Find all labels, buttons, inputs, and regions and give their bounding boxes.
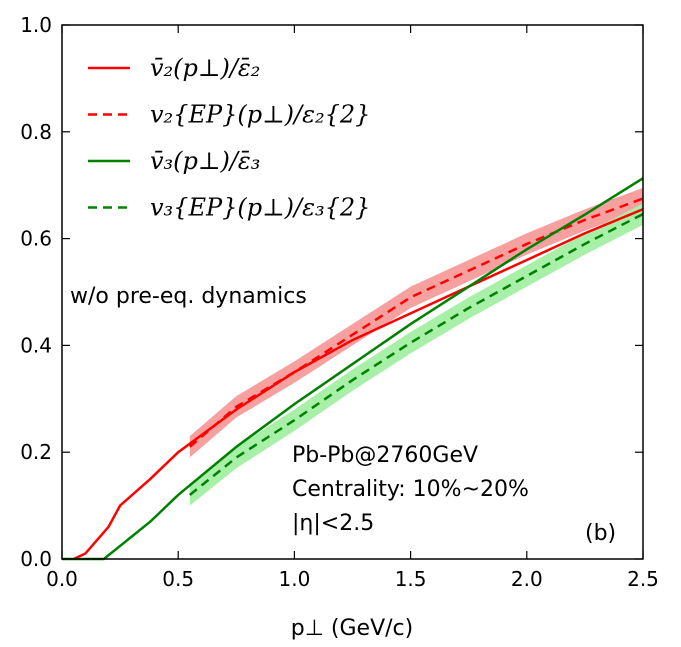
x-tick-label: 2.0 bbox=[511, 567, 543, 591]
y-tick-label: 0.0 bbox=[20, 547, 52, 571]
x-tick-label: 0.0 bbox=[46, 567, 78, 591]
panel-label: (b) bbox=[585, 521, 616, 546]
series-band-1 bbox=[189, 187, 643, 458]
annotation-centrality: Centrality: 10%~20% bbox=[292, 477, 529, 502]
plot-frame bbox=[61, 24, 644, 560]
y-tick-label: 0.2 bbox=[20, 440, 52, 464]
y-tick-label: 1.0 bbox=[20, 13, 52, 37]
y-tick-label: 0.4 bbox=[20, 333, 52, 357]
series-band-3 bbox=[189, 203, 643, 506]
x-axis-label: p⊥ (GeV/c) bbox=[291, 616, 413, 641]
series-line-2 bbox=[62, 177, 644, 561]
legend-label-0: v̄₂(p⊥)/ε̄₂ bbox=[150, 54, 260, 82]
legend-label-2: v̄₃(p⊥)/ε̄₃ bbox=[150, 147, 260, 175]
x-tick-label: 1.5 bbox=[395, 567, 427, 591]
legend-label-1: v₂{EP}(p⊥)/ε₂{2} bbox=[150, 101, 370, 129]
legend-label-3: v₃{EP}(p⊥)/ε₃{2} bbox=[150, 194, 370, 222]
annotation-pre-eq: w/o pre-eq. dynamics bbox=[70, 284, 307, 309]
x-tick-label: 0.5 bbox=[162, 567, 194, 591]
annotation-eta: |η|<2.5 bbox=[292, 511, 374, 536]
x-tick-label: 2.5 bbox=[627, 567, 659, 591]
y-tick-label: 0.6 bbox=[20, 227, 52, 251]
series-line-1 bbox=[189, 197, 644, 448]
series-line-3 bbox=[189, 212, 644, 496]
y-tick-label: 0.8 bbox=[20, 120, 52, 144]
x-tick-label: 1.0 bbox=[278, 567, 310, 591]
annotation-system: Pb-Pb@2760GeV bbox=[292, 443, 478, 468]
